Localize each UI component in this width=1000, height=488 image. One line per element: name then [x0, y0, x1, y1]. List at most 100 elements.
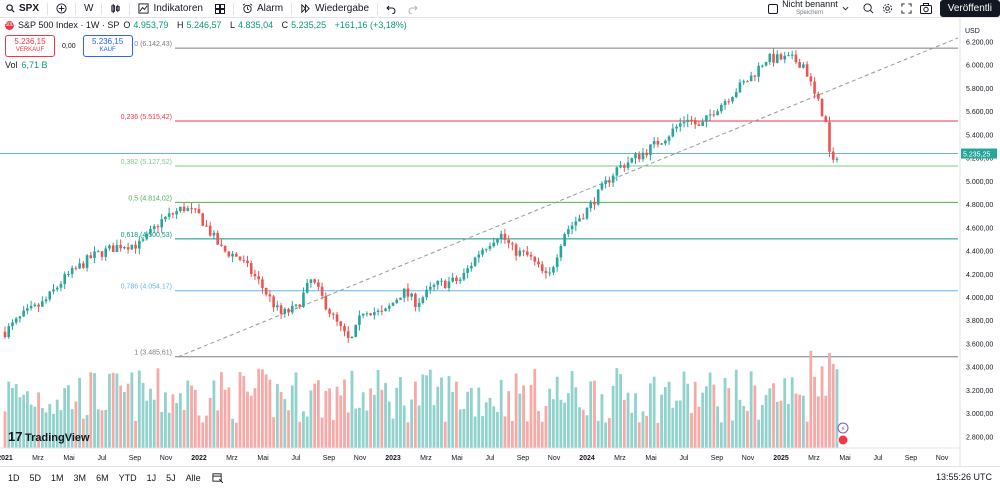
- volume-bar: [52, 413, 55, 448]
- candle-body: [712, 114, 716, 116]
- range-button-1d[interactable]: 1D: [8, 472, 20, 483]
- layout-name-button[interactable]: Nicht benannt Speichern: [762, 0, 855, 17]
- volume-bar: [343, 379, 346, 448]
- volume-bar: [126, 383, 130, 448]
- candle-body: [596, 189, 600, 205]
- range-button-alle[interactable]: Alle: [185, 472, 201, 483]
- interval-label: W: [84, 3, 94, 14]
- trend-line[interactable]: [177, 37, 959, 358]
- volume-bar: [809, 350, 813, 448]
- volume-bar: [656, 422, 660, 448]
- settings-gear-icon[interactable]: [882, 3, 893, 14]
- fib-level-label: 0 (6.142,43): [134, 41, 172, 48]
- volume-bar: [488, 397, 492, 448]
- candle-body: [499, 233, 503, 240]
- tradingview-logo[interactable]: 17 TradingView: [8, 429, 90, 444]
- sell-button[interactable]: 5.236,15 VERKAUF: [5, 35, 55, 57]
- camera-icon[interactable]: [919, 3, 932, 14]
- chart-type-button[interactable]: [104, 0, 127, 17]
- candle-body: [126, 247, 130, 250]
- range-button-3m[interactable]: 3M: [73, 472, 87, 483]
- lightning-event-icon[interactable]: [837, 422, 849, 434]
- candle-body: [186, 208, 190, 211]
- volume-bar: [794, 393, 798, 448]
- candle-body: [52, 289, 55, 292]
- replay-button[interactable]: Wiedergabe: [294, 0, 375, 17]
- volume-bar: [104, 409, 108, 448]
- open-value: 4.953,79: [133, 20, 169, 30]
- candle-body: [141, 239, 145, 241]
- volume-bar: [667, 381, 671, 448]
- undo-button[interactable]: [380, 0, 402, 17]
- candle-body: [734, 92, 738, 98]
- volume-bar: [410, 399, 414, 448]
- quick-search-icon[interactable]: [863, 3, 874, 14]
- range-button-1j[interactable]: 1J: [146, 472, 157, 483]
- replay-label: Wiedergabe: [315, 3, 369, 14]
- range-button-1m[interactable]: 1M: [51, 472, 64, 483]
- volume-bar: [525, 421, 529, 448]
- price-chart[interactable]: 0 (6.142,43) 0,236 (5.515,42) 0,382 (5.127…: [0, 17, 1000, 466]
- indicators-icon: [138, 3, 150, 14]
- symbol-search-button[interactable]: SPX: [0, 0, 45, 17]
- volume-bar: [108, 373, 111, 448]
- volume-bar: [615, 368, 619, 448]
- candle-body: [552, 267, 555, 273]
- indicators-button[interactable]: Indikatoren: [132, 0, 208, 17]
- range-button-6m[interactable]: 6M: [96, 472, 109, 483]
- candle-body: [705, 115, 708, 122]
- interval-button[interactable]: W: [78, 0, 99, 17]
- range-button-5j[interactable]: 5J: [166, 472, 176, 483]
- buy-price: 5.236,15: [92, 37, 124, 46]
- volume-bar: [552, 399, 555, 448]
- fibonacci-retracement[interactable]: 0 (6.142,43) 0,236 (5.515,42) 0,382 (5.127…: [0, 41, 958, 358]
- alert-label: Alarm: [256, 3, 284, 14]
- clock-utc[interactable]: 13:55:26 UTC: [935, 472, 992, 482]
- layouts-button[interactable]: [209, 0, 231, 17]
- volume-bar: [611, 385, 615, 448]
- candle-body: [257, 276, 260, 280]
- event-icons[interactable]: ⚡: [837, 422, 849, 446]
- price-tick-label: 3.600,00: [966, 341, 993, 348]
- volume-bar: [302, 411, 305, 448]
- volume-bar: [11, 388, 14, 448]
- buy-button[interactable]: 5.236,15 KAUF: [82, 35, 133, 57]
- volume-bar: [205, 415, 208, 448]
- volume-bar: [563, 402, 567, 448]
- us-flag-event-icon[interactable]: [837, 434, 849, 446]
- candle-body: [835, 158, 839, 160]
- layout-box-icon: [768, 3, 779, 14]
- candle-body: [320, 286, 324, 296]
- candle-body: [18, 316, 22, 319]
- volume-bar: [216, 410, 220, 448]
- volume-bar: [678, 400, 682, 448]
- compare-button[interactable]: [50, 0, 73, 17]
- time-axis[interactable]: 2021 Mrz Mai Jul Sep Nov 2022 Mrz Mai Jul Sep Nov 20…: [0, 447, 960, 462]
- volume-bar: [753, 385, 757, 448]
- candle-body: [600, 183, 604, 190]
- volume-bar: [246, 391, 249, 448]
- range-button-ytd[interactable]: YTD: [118, 472, 137, 483]
- candle-body: [626, 162, 630, 168]
- volume-bar: [798, 394, 802, 448]
- legend-title[interactable]: S&P 500 Index · 1W · SP: [18, 20, 120, 30]
- publish-button[interactable]: Veröffentli: [939, 0, 1000, 17]
- candle-body: [70, 267, 74, 274]
- volume-bar: [436, 386, 440, 448]
- candle-body: [220, 244, 223, 246]
- volume-bar: [589, 381, 593, 448]
- candle-body: [585, 208, 589, 219]
- range-button-5d[interactable]: 5D: [29, 472, 42, 483]
- volume-bar: [783, 378, 787, 448]
- redo-button[interactable]: [402, 0, 424, 17]
- goto-date-icon[interactable]: [212, 472, 223, 483]
- volume-bar: [298, 421, 302, 448]
- candle-body: [197, 208, 201, 214]
- volume-bar: [484, 402, 488, 448]
- price-axis[interactable]: USD 6.200,00 6.000,00 5.800,00 5.600,00 5.400…: [959, 17, 997, 466]
- candle-body: [824, 116, 828, 123]
- volume-bar: [249, 395, 253, 448]
- volume-bar: [44, 412, 48, 448]
- fullscreen-icon[interactable]: [901, 3, 912, 14]
- alert-button[interactable]: Alarm: [236, 0, 289, 17]
